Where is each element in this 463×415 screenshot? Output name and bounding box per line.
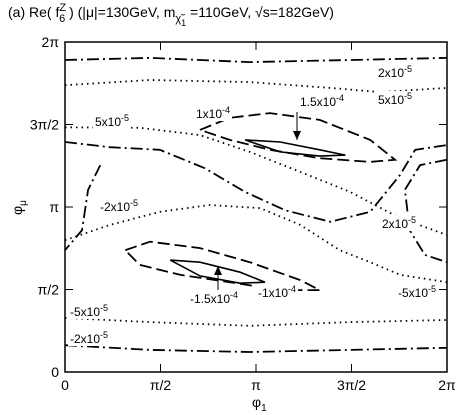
x-tick-label: 2π xyxy=(438,377,456,393)
label-exponent: -5 xyxy=(121,113,129,123)
contour-line xyxy=(244,139,346,157)
contour-label: 2x10-5 xyxy=(378,64,412,80)
y-label-part: μ xyxy=(18,200,29,206)
x-label-part: φ xyxy=(252,394,261,410)
x-axis-label: φ1 xyxy=(252,394,267,414)
contour-line xyxy=(169,259,266,285)
contour-label: -2x10-5 xyxy=(100,198,138,214)
y-axis-label: φμ xyxy=(9,200,29,215)
label-background xyxy=(380,215,419,231)
contour-label: -1.5x10-4 xyxy=(190,290,238,306)
contour-label: 5x10-5 xyxy=(378,91,412,107)
contour-line xyxy=(64,344,447,353)
label-base: 2x10 xyxy=(378,66,404,80)
y-tick-label: π/2 xyxy=(38,282,60,298)
contour-label: -1x10-4 xyxy=(258,284,296,300)
label-background xyxy=(376,64,415,80)
x-tick-label: π/2 xyxy=(150,377,172,393)
label-background xyxy=(68,330,111,346)
label-base: -2x10 xyxy=(100,200,130,214)
x-label-part: 1 xyxy=(261,403,267,414)
arrow-head xyxy=(214,266,222,275)
label-exponent: -5 xyxy=(130,198,138,208)
label-base: 1x10 xyxy=(196,107,222,121)
title-part: (a) Re( f xyxy=(8,4,59,20)
x-tick-label: 0 xyxy=(61,377,69,393)
label-exponent: -5 xyxy=(404,64,412,74)
chart-title: (a) Re( fZ 6 ) (|μ|=130GeV, mχ̃1 =110GeV,… xyxy=(8,2,334,28)
contour-line xyxy=(199,112,398,163)
label-background xyxy=(396,284,439,300)
contour-line xyxy=(403,158,448,264)
label-exponent: -5 xyxy=(404,91,412,101)
label-background xyxy=(98,198,141,214)
y-tick-label: π xyxy=(49,199,59,215)
label-exponent: -5 xyxy=(428,284,436,294)
contour-label: -5x10-5 xyxy=(398,284,436,300)
label-base: 5x10 xyxy=(378,93,404,107)
title-part: 1 xyxy=(181,18,186,28)
label-exponent: -5 xyxy=(408,215,416,225)
title-part: χ̃ xyxy=(175,13,185,25)
title-part: =110GeV, √s=182GeV) xyxy=(186,4,334,20)
label-base: -5x10 xyxy=(70,305,100,319)
label-background xyxy=(188,290,241,306)
label-background xyxy=(376,91,415,107)
contour-label: -2x10-5 xyxy=(70,330,108,346)
contour-line xyxy=(64,141,447,223)
label-background xyxy=(93,113,132,129)
label-exponent: -4 xyxy=(336,93,344,103)
label-exponent: -4 xyxy=(230,290,238,300)
contour-label: 1x10-4 xyxy=(196,105,230,121)
contour-label: -5x10-5 xyxy=(70,303,108,319)
contour-label: 1.5x10-4 xyxy=(300,93,344,109)
contour-line xyxy=(64,317,447,327)
contour-line xyxy=(64,164,102,251)
label-base: -5x10 xyxy=(398,286,428,300)
contour-line xyxy=(124,240,321,291)
label-base: 2x10 xyxy=(382,217,408,231)
label-background xyxy=(298,93,347,109)
title-part: ) (|μ|=130GeV, m xyxy=(65,4,175,20)
label-base: 5x10 xyxy=(95,115,121,129)
label-background xyxy=(194,105,233,121)
arrow-head xyxy=(293,131,301,140)
contour-line xyxy=(64,79,447,94)
label-base: -2x10 xyxy=(70,332,100,346)
contour-line xyxy=(64,126,448,236)
label-base: 1.5x10 xyxy=(300,95,336,109)
label-base: -1x10 xyxy=(258,286,288,300)
contour-label: 2x10-5 xyxy=(382,215,416,231)
label-exponent: -4 xyxy=(288,284,296,294)
label-exponent: -4 xyxy=(222,105,230,115)
y-tick-label: 3π/2 xyxy=(30,117,59,133)
x-tick-label: 3π/2 xyxy=(337,377,366,393)
contour-line xyxy=(64,56,447,64)
y-tick-label: 0 xyxy=(51,364,59,380)
x-tick-label: π xyxy=(251,377,261,393)
contour-label: 5x10-5 xyxy=(95,113,129,129)
label-exponent: -5 xyxy=(100,303,108,313)
label-base: -1.5x10 xyxy=(190,292,230,306)
y-label-part: φ xyxy=(9,206,25,215)
y-tick-label: 2π xyxy=(42,34,60,50)
label-background xyxy=(68,303,111,319)
label-background xyxy=(256,284,299,300)
title-part: Z xyxy=(59,2,66,14)
title-part: 6 xyxy=(59,13,65,25)
label-exponent: -5 xyxy=(100,330,108,340)
